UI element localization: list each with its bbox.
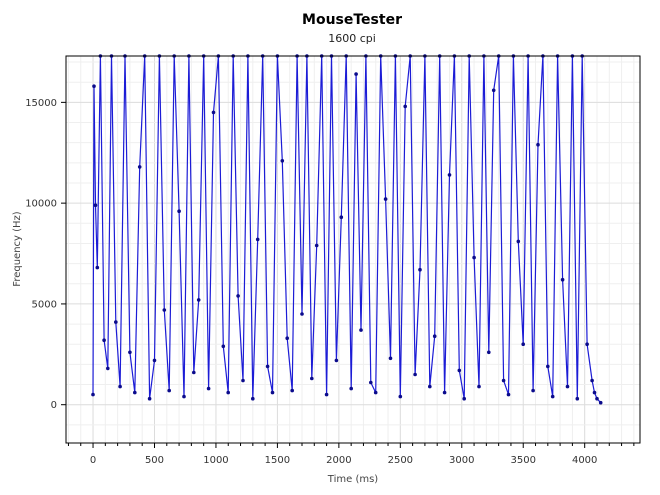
data-point [137, 165, 142, 169]
x-tick-label: 3500 [511, 455, 536, 466]
chart-subtitle: 1600 cpi [328, 32, 376, 45]
x-tick-label: 2500 [388, 455, 413, 466]
data-point [102, 338, 106, 343]
data-point [516, 239, 521, 244]
data-point [388, 356, 393, 361]
data-point [290, 388, 295, 393]
data-point [106, 366, 110, 371]
data-point [442, 390, 447, 395]
data-point [211, 110, 216, 115]
data-point [506, 392, 511, 397]
data-point [477, 384, 481, 389]
data-point [280, 159, 285, 163]
data-point [383, 197, 388, 201]
data-point [95, 265, 100, 270]
data-point [560, 277, 565, 282]
plot-frame [65, 55, 641, 444]
data-point [413, 372, 417, 377]
data-point [147, 396, 152, 401]
data-point [270, 390, 275, 395]
data-point [590, 378, 594, 383]
data-point [251, 396, 255, 401]
x-axis-label: Time (ms) [327, 474, 379, 485]
data-point [300, 312, 304, 316]
data-point [565, 384, 570, 389]
data-point [398, 394, 403, 399]
y-tick-label: 5000 [32, 299, 57, 310]
data-point [167, 388, 171, 393]
data-point [359, 328, 363, 332]
data-point [550, 394, 555, 399]
data-point [152, 358, 157, 363]
data-point [162, 308, 167, 312]
data-point [196, 298, 201, 302]
chart-title: MouseTester [302, 12, 402, 28]
data-point [114, 320, 118, 324]
data-point [472, 255, 476, 260]
data-point [310, 376, 314, 381]
data-point [324, 392, 329, 397]
data-point [236, 294, 240, 298]
data-point [339, 215, 344, 219]
data-point [354, 72, 358, 76]
data-point [595, 396, 599, 401]
data-point [334, 358, 339, 363]
data-point [531, 388, 535, 393]
data-point [241, 378, 245, 383]
x-tick-label: 3000 [449, 455, 474, 466]
y-axis-label: Frequency (Hz) [12, 211, 23, 287]
data-point [314, 243, 319, 248]
data-point [118, 384, 122, 389]
data-point [206, 386, 211, 391]
data-point [373, 390, 378, 395]
data-point [501, 378, 506, 383]
data-point [93, 203, 98, 207]
data-point [457, 368, 462, 373]
y-tick-label: 15000 [25, 98, 57, 109]
data-point [447, 173, 452, 177]
data-point [255, 237, 260, 242]
data-point [487, 350, 491, 355]
data-point [546, 364, 550, 369]
data-point [182, 394, 186, 399]
data-point [598, 400, 603, 405]
data-point [592, 390, 597, 395]
data-point [536, 142, 540, 147]
data-point [265, 364, 270, 369]
data-point [369, 380, 373, 385]
data-point [418, 267, 422, 272]
data-point [575, 396, 580, 401]
data-point [349, 386, 354, 391]
x-tick-label: 2000 [326, 455, 351, 466]
x-tick-label: 1000 [203, 455, 228, 466]
data-point [585, 342, 589, 347]
data-point [285, 336, 290, 341]
data-point [177, 209, 181, 213]
y-tick-label: 0 [51, 400, 57, 411]
data-point [403, 104, 408, 109]
data-point [92, 84, 96, 88]
x-tick-label: 4000 [572, 455, 597, 466]
data-point [192, 370, 196, 375]
x-tick-label: 500 [145, 455, 164, 466]
data-point [133, 390, 137, 395]
data-point [491, 88, 496, 93]
data-point [428, 384, 432, 389]
axes: 0 500 1000 1500 2000 2500 3000 3500 4000 0 5000 100… [25, 98, 635, 466]
data-point [128, 350, 132, 355]
data-point [226, 390, 230, 395]
y-tick-label: 10000 [25, 199, 57, 210]
data-point [432, 334, 437, 339]
x-tick-label: 0 [90, 455, 96, 466]
data-point [462, 396, 467, 401]
data-point [521, 342, 525, 347]
data-point [221, 344, 226, 349]
data-point [91, 392, 95, 397]
x-tick-label: 1500 [265, 455, 290, 466]
